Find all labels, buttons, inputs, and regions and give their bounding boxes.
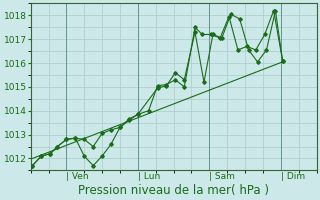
X-axis label: Pression niveau de la mer( hPa ): Pression niveau de la mer( hPa ) [78, 184, 269, 197]
